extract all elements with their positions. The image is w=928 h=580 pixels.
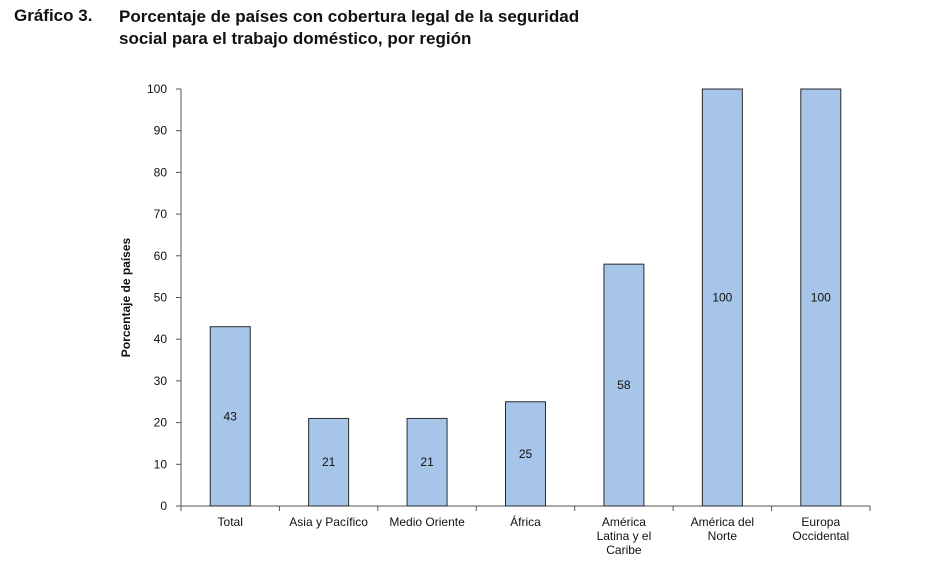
y-tick-label: 20: [154, 416, 168, 430]
chart-title-line-1: Porcentaje de países con cobertura legal…: [119, 7, 580, 26]
bar: [308, 417, 350, 507]
y-tick-label: 40: [154, 332, 168, 346]
bar-value-label: 21: [322, 455, 336, 469]
bar-value-label: 43: [224, 409, 238, 423]
category-label: América Latina y el Caribe: [597, 515, 652, 557]
bar-value-label: 100: [712, 291, 732, 305]
y-tick-label: 80: [154, 165, 168, 179]
y-tick-label: 50: [154, 291, 168, 305]
bar: [800, 88, 842, 507]
bar-value-label: 100: [811, 291, 831, 305]
y-tick-label: 60: [154, 249, 168, 263]
chart-title: Porcentaje de países con cobertura legal…: [119, 6, 719, 50]
y-tick-label: 0: [160, 499, 167, 513]
y-tick-label: 100: [147, 82, 167, 96]
y-tick-label: 70: [154, 207, 168, 221]
y-tick-label: 30: [154, 374, 168, 388]
y-tick-label: 10: [154, 457, 168, 471]
bar-value-label: 58: [617, 378, 631, 392]
y-axis-title: Porcentaje de países: [119, 237, 133, 357]
category-label: América del Norte: [691, 515, 754, 543]
chart-title-line-2: social para el trabajo doméstico, por re…: [119, 29, 472, 48]
bar: [209, 326, 251, 507]
figure-number: Gráfico 3.: [14, 6, 93, 25]
category-label: Asia y Pacífico: [289, 515, 368, 529]
bar-value-label: 25: [519, 447, 533, 461]
category-label: África: [510, 514, 541, 529]
y-tick-label: 90: [154, 124, 168, 138]
bar-value-label: 21: [420, 455, 434, 469]
bar: [603, 263, 645, 507]
bar: [701, 88, 743, 507]
category-label: Total: [218, 515, 243, 529]
category-label: Europa Occidental: [792, 515, 849, 543]
bar: [406, 417, 448, 507]
bar: [505, 401, 546, 507]
category-label: Medio Oriente: [389, 515, 465, 529]
